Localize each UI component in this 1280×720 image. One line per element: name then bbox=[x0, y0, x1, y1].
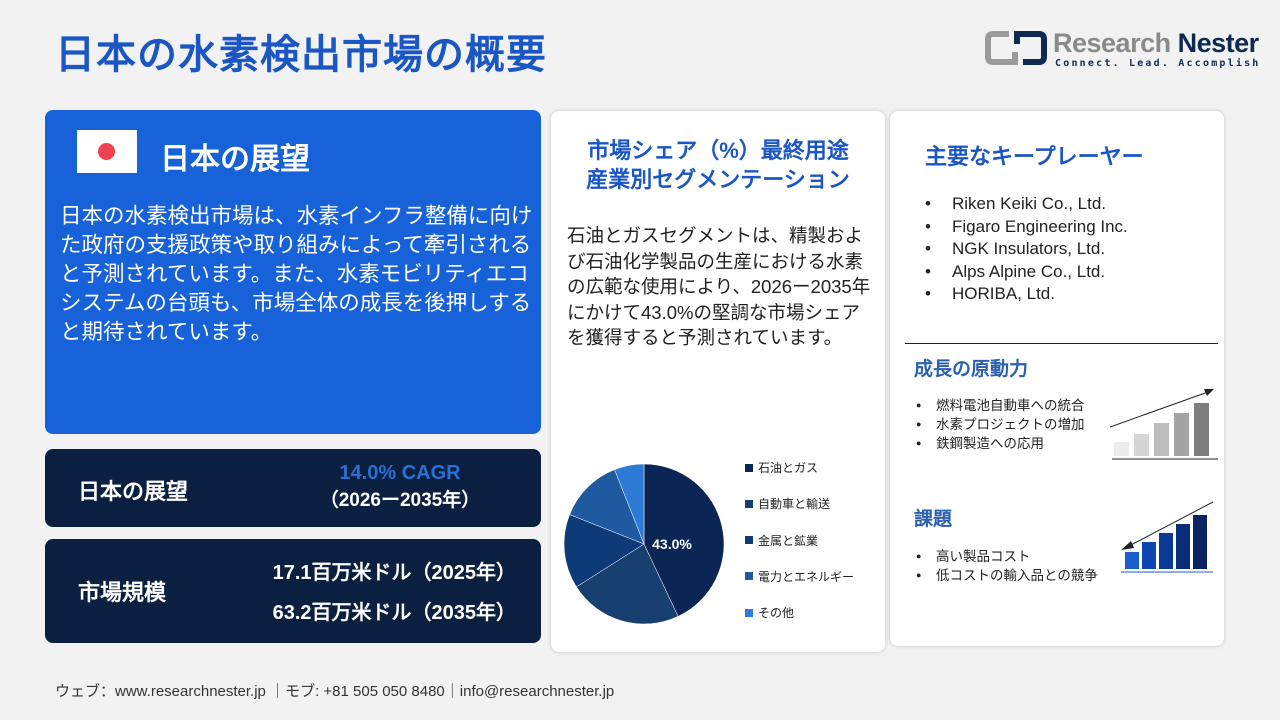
pie-slice-0 bbox=[643, 463, 725, 617]
segmentation-body: 石油とガスセグメントは、精製および石油化学製品の生産における水素の広範な使用によ… bbox=[567, 225, 871, 348]
legend-item: 電力とエネルギー bbox=[745, 568, 854, 585]
legend-label: 石油とガス bbox=[758, 461, 819, 475]
market-size-2025: 17.1百万米ドル（2025年） bbox=[272, 562, 516, 584]
page-title: 日本の水素検出市場の概要 bbox=[55, 33, 547, 77]
legend-swatch bbox=[745, 536, 753, 545]
legend-swatch bbox=[745, 463, 753, 472]
legend-label: その他 bbox=[758, 606, 795, 621]
legend-item: 石油とガス bbox=[745, 459, 818, 476]
driver-item: 水素プロジェクトの増加 bbox=[916, 415, 1085, 434]
logo-mark-icon bbox=[985, 31, 1047, 65]
legend-item: 自動車と輸送 bbox=[745, 495, 830, 512]
pie-slice-1 bbox=[576, 543, 679, 625]
challenge-item: 低コストの輸入品との競争 bbox=[916, 566, 1098, 585]
legend-item: その他 bbox=[745, 604, 794, 621]
cagr-period: （2026ー2035年） bbox=[319, 490, 481, 511]
cagr-value: 14.0% CAGR bbox=[339, 462, 461, 484]
challenge-item: 高い製品コスト bbox=[916, 547, 1098, 566]
challenge-chart-icon bbox=[1121, 501, 1214, 573]
outlook-heading: 日本の展望 bbox=[160, 143, 310, 176]
legend-item: 金属と鉱業 bbox=[745, 532, 818, 549]
legend-swatch bbox=[745, 608, 753, 617]
legend-label: 金属と鉱業 bbox=[758, 533, 819, 548]
segmentation-title: 市場シェア（%）最終用途 産業別セグメンテーション bbox=[586, 138, 850, 192]
player-item: Riken Keiki Co., Ltd. bbox=[925, 193, 1128, 216]
logo-name: Research Nester bbox=[1053, 28, 1259, 58]
player-item: Alps Alpine Co., Ltd. bbox=[925, 261, 1128, 284]
market-size-label: 市場規模 bbox=[78, 580, 167, 605]
legend-label: 自動車と輸送 bbox=[758, 497, 831, 512]
pie-data-label: 43.0% bbox=[652, 536, 692, 552]
market-size-card: 市場規模 17.1百万米ドル（2025年） 63.2百万米ドル（2035年） bbox=[45, 539, 541, 643]
player-item: HORIBA, Ltd. bbox=[925, 283, 1128, 306]
logo-tagline: Connect. Lead. Accomplish bbox=[1055, 58, 1261, 69]
legend-swatch bbox=[745, 499, 753, 508]
divider bbox=[905, 343, 1218, 344]
driver-item: 燃料電池自動車への統合 bbox=[916, 396, 1085, 415]
drivers-title: 成長の原動力 bbox=[914, 359, 1029, 380]
key-players-card: 主要なキープレーヤー Riken Keiki Co., Ltd. Figaro … bbox=[890, 111, 1224, 646]
cagr-card: 日本の展望 14.0% CAGR （2026ー2035年） bbox=[45, 449, 541, 527]
pie-slice-4 bbox=[614, 463, 645, 545]
footer-contact: ウェブ：www.researchnester.jp ｜モブ: +81 505 0… bbox=[55, 683, 615, 700]
challenges-title: 課題 bbox=[914, 509, 953, 530]
key-players-list: Riken Keiki Co., Ltd. Figaro Engineering… bbox=[925, 193, 1128, 306]
driver-item: 鉄鋼製造への応用 bbox=[916, 434, 1085, 453]
market-size-2035: 63.2百万米ドル（2035年） bbox=[272, 602, 516, 624]
growth-chart-icon bbox=[1110, 389, 1218, 460]
legend-swatch bbox=[745, 572, 753, 581]
segmentation-card: 市場シェア（%）最終用途 産業別セグメンテーション 石油とガスセグメントは、精製お… bbox=[551, 111, 885, 652]
japan-flag-icon bbox=[77, 130, 137, 173]
drivers-list: 燃料電池自動車への統合 水素プロジェクトの増加 鉄鋼製造への応用 bbox=[916, 396, 1085, 453]
outlook-card: 日本の展望 日本の水素検出市場は、水素インフラ整備に向けた政府の支援政策や取り組… bbox=[45, 110, 541, 434]
pie-chart: 43.0% bbox=[563, 463, 725, 625]
outlook-body: 日本の水素検出市場は、水素インフラ整備に向けた政府の支援政策や取り組みによって牽… bbox=[60, 204, 533, 344]
player-item: Figaro Engineering Inc. bbox=[925, 216, 1128, 239]
challenges-list: 高い製品コスト 低コストの輸入品との競争 bbox=[916, 547, 1098, 585]
pie-slice-3 bbox=[569, 469, 645, 545]
research-nester-logo: Research Nester Connect. Lead. Accomplis… bbox=[985, 28, 1259, 72]
player-item: NGK Insulators, Ltd. bbox=[925, 238, 1128, 261]
key-players-title: 主要なキープレーヤー bbox=[925, 144, 1144, 169]
cagr-label: 日本の展望 bbox=[78, 479, 189, 504]
pie-slice-2 bbox=[563, 514, 645, 588]
legend-label: 電力とエネルギー bbox=[758, 569, 855, 584]
